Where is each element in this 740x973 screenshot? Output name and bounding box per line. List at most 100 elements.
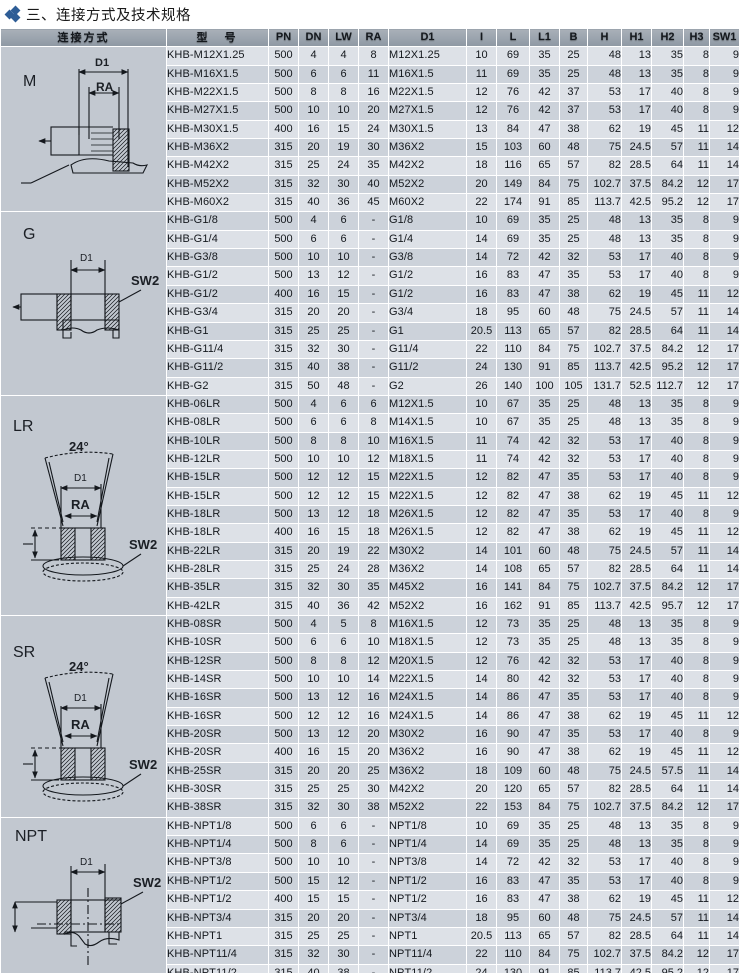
cell-l1: 60 xyxy=(529,541,560,561)
cell-h3: 8 xyxy=(683,64,710,85)
column-header-lw: LW xyxy=(328,27,359,48)
cell-model: KHB-06LR xyxy=(166,394,269,415)
cell-h1: 28.5 xyxy=(621,559,652,580)
cell-h3: 8 xyxy=(683,871,710,892)
cell-dn: 12 xyxy=(298,468,329,488)
cell-l: 130 xyxy=(496,963,530,973)
cell-d1: NPT1/2 xyxy=(388,871,467,892)
diagram-annotation-d1: D1 xyxy=(80,253,93,265)
cell-l: 69 xyxy=(496,211,530,231)
cell-pn: 500 xyxy=(268,83,299,103)
cell-h1: 17 xyxy=(621,101,652,121)
cell-h2: 95.7 xyxy=(651,596,684,617)
cell-h1: 17 xyxy=(621,725,652,745)
cell-h: 82 xyxy=(587,321,622,341)
table-row: KHB-18LR 400 16 15 18 M26X1.5 12 82 47 38 62 19 45 11… xyxy=(1,523,740,543)
cell-ra: 14 xyxy=(358,670,389,690)
cell-model: KHB-M30X1.5 xyxy=(166,119,269,140)
cell-sw1: 9 xyxy=(709,449,740,470)
column-header-b: B xyxy=(559,27,588,48)
cell-model: KHB-22LR xyxy=(166,541,269,561)
cell-h: 102.7 xyxy=(587,339,622,360)
cell-ra: 6 xyxy=(358,394,389,415)
cell-i: 14 xyxy=(466,229,497,250)
cell-l: 69 xyxy=(496,816,530,837)
cell-h1: 17 xyxy=(621,670,652,690)
cell-b: 25 xyxy=(559,229,588,250)
cell-h3: 11 xyxy=(683,486,710,506)
cell-dn: 12 xyxy=(298,706,329,727)
cell-l: 120 xyxy=(496,780,530,800)
cell-h: 53 xyxy=(587,725,622,745)
cell-h3: 12 xyxy=(683,193,710,213)
cell-pn: 500 xyxy=(268,431,299,451)
cell-h3: 11 xyxy=(683,156,710,176)
cell-l1: 47 xyxy=(529,468,560,488)
cell-l: 109 xyxy=(496,761,530,782)
cell-lw: 36 xyxy=(328,193,359,213)
cell-sw1: 12 xyxy=(709,743,740,763)
cell-h3: 8 xyxy=(683,633,710,653)
cell-lw: 10 xyxy=(328,101,359,121)
cell-i: 24 xyxy=(466,963,497,973)
cell-model: KHB-M42X2 xyxy=(166,156,269,176)
cell-d1: M22X1.5 xyxy=(388,486,467,506)
cell-ra: - xyxy=(358,229,389,250)
cell-h1: 17 xyxy=(621,248,652,268)
table-header: 连接方式 型 号 PN DN LW RA D1 I L L1 B H H1 H2… xyxy=(0,27,740,48)
cell-i: 10 xyxy=(466,211,497,231)
cell-ra: 20 xyxy=(358,725,389,745)
cell-model: KHB-NPT1/2 xyxy=(166,871,269,892)
cell-h3: 8 xyxy=(683,229,710,250)
cell-h1: 19 xyxy=(621,119,652,140)
cell-l1: 35 xyxy=(529,835,560,855)
cell-pn: 500 xyxy=(268,633,299,653)
cell-h1: 13 xyxy=(621,413,652,433)
table-row: KHB-G13152525-G120.511365578228.56411145… xyxy=(1,321,740,341)
cell-h: 53 xyxy=(587,83,622,103)
cell-l: 84 xyxy=(496,119,530,140)
cell-sw1: 14 xyxy=(709,321,740,341)
cell-l1: 42 xyxy=(529,670,560,690)
cell-model: KHB-G11/2 xyxy=(166,358,269,378)
cell-h3: 12 xyxy=(683,358,710,378)
cell-ra: 8 xyxy=(358,46,389,66)
cell-l1: 35 xyxy=(529,614,560,635)
cell-sw1: 9 xyxy=(709,651,740,672)
cell-h1: 19 xyxy=(621,486,652,506)
cell-h2: 35 xyxy=(651,413,684,433)
table-row: KHB-12LR 500 10 10 12 M18X1.5 11 74 42 32 53 17 40 8 9… xyxy=(1,449,740,470)
table-body: M D1 RA KHB-M12X1.25 500 4 4 8 M12X1.25 10 69 35 25 4… xyxy=(0,46,740,973)
cell-model: KHB-NPT1/8 xyxy=(166,816,269,837)
table-row: KHB-G11/2 315 40 38- G11/2 24 130 91 85 113.7 42.5… xyxy=(1,358,740,378)
cell-sw1: 9 xyxy=(709,853,740,873)
cell-h: 62 xyxy=(587,706,622,727)
cell-h3: 8 xyxy=(683,688,710,708)
cell-pn: 500 xyxy=(268,670,299,690)
cell-ra: 10 xyxy=(358,431,389,451)
cell-l: 72 xyxy=(496,248,530,268)
cell-i: 12 xyxy=(466,504,497,525)
cell-i: 22 xyxy=(466,193,497,213)
cell-h1: 17 xyxy=(621,431,652,451)
cell-b: 85 xyxy=(559,193,588,213)
cell-h1: 13 xyxy=(621,835,652,855)
cell-h1: 28.5 xyxy=(621,926,652,947)
cell-l1: 42 xyxy=(529,449,560,470)
cell-d1: M18X1.5 xyxy=(388,449,467,470)
cell-d1: M52X2 xyxy=(388,174,467,195)
cell-d1: M30X2 xyxy=(388,541,467,561)
cell-h: 62 xyxy=(587,284,622,305)
cell-d1: G11/2 xyxy=(388,358,467,378)
cell-d1: M26X1.5 xyxy=(388,504,467,525)
cell-h1: 17 xyxy=(621,504,652,525)
column-header-d1: D1 xyxy=(388,27,467,48)
cell-pn: 500 xyxy=(268,64,299,85)
cell-l: 113 xyxy=(496,926,530,947)
cell-lw: 30 xyxy=(328,174,359,195)
cell-l: 113 xyxy=(496,321,530,341)
cell-model: KHB-NPT1 xyxy=(166,926,269,947)
cell-ra: 20 xyxy=(358,743,389,763)
cell-sw1: 14 xyxy=(709,761,740,782)
